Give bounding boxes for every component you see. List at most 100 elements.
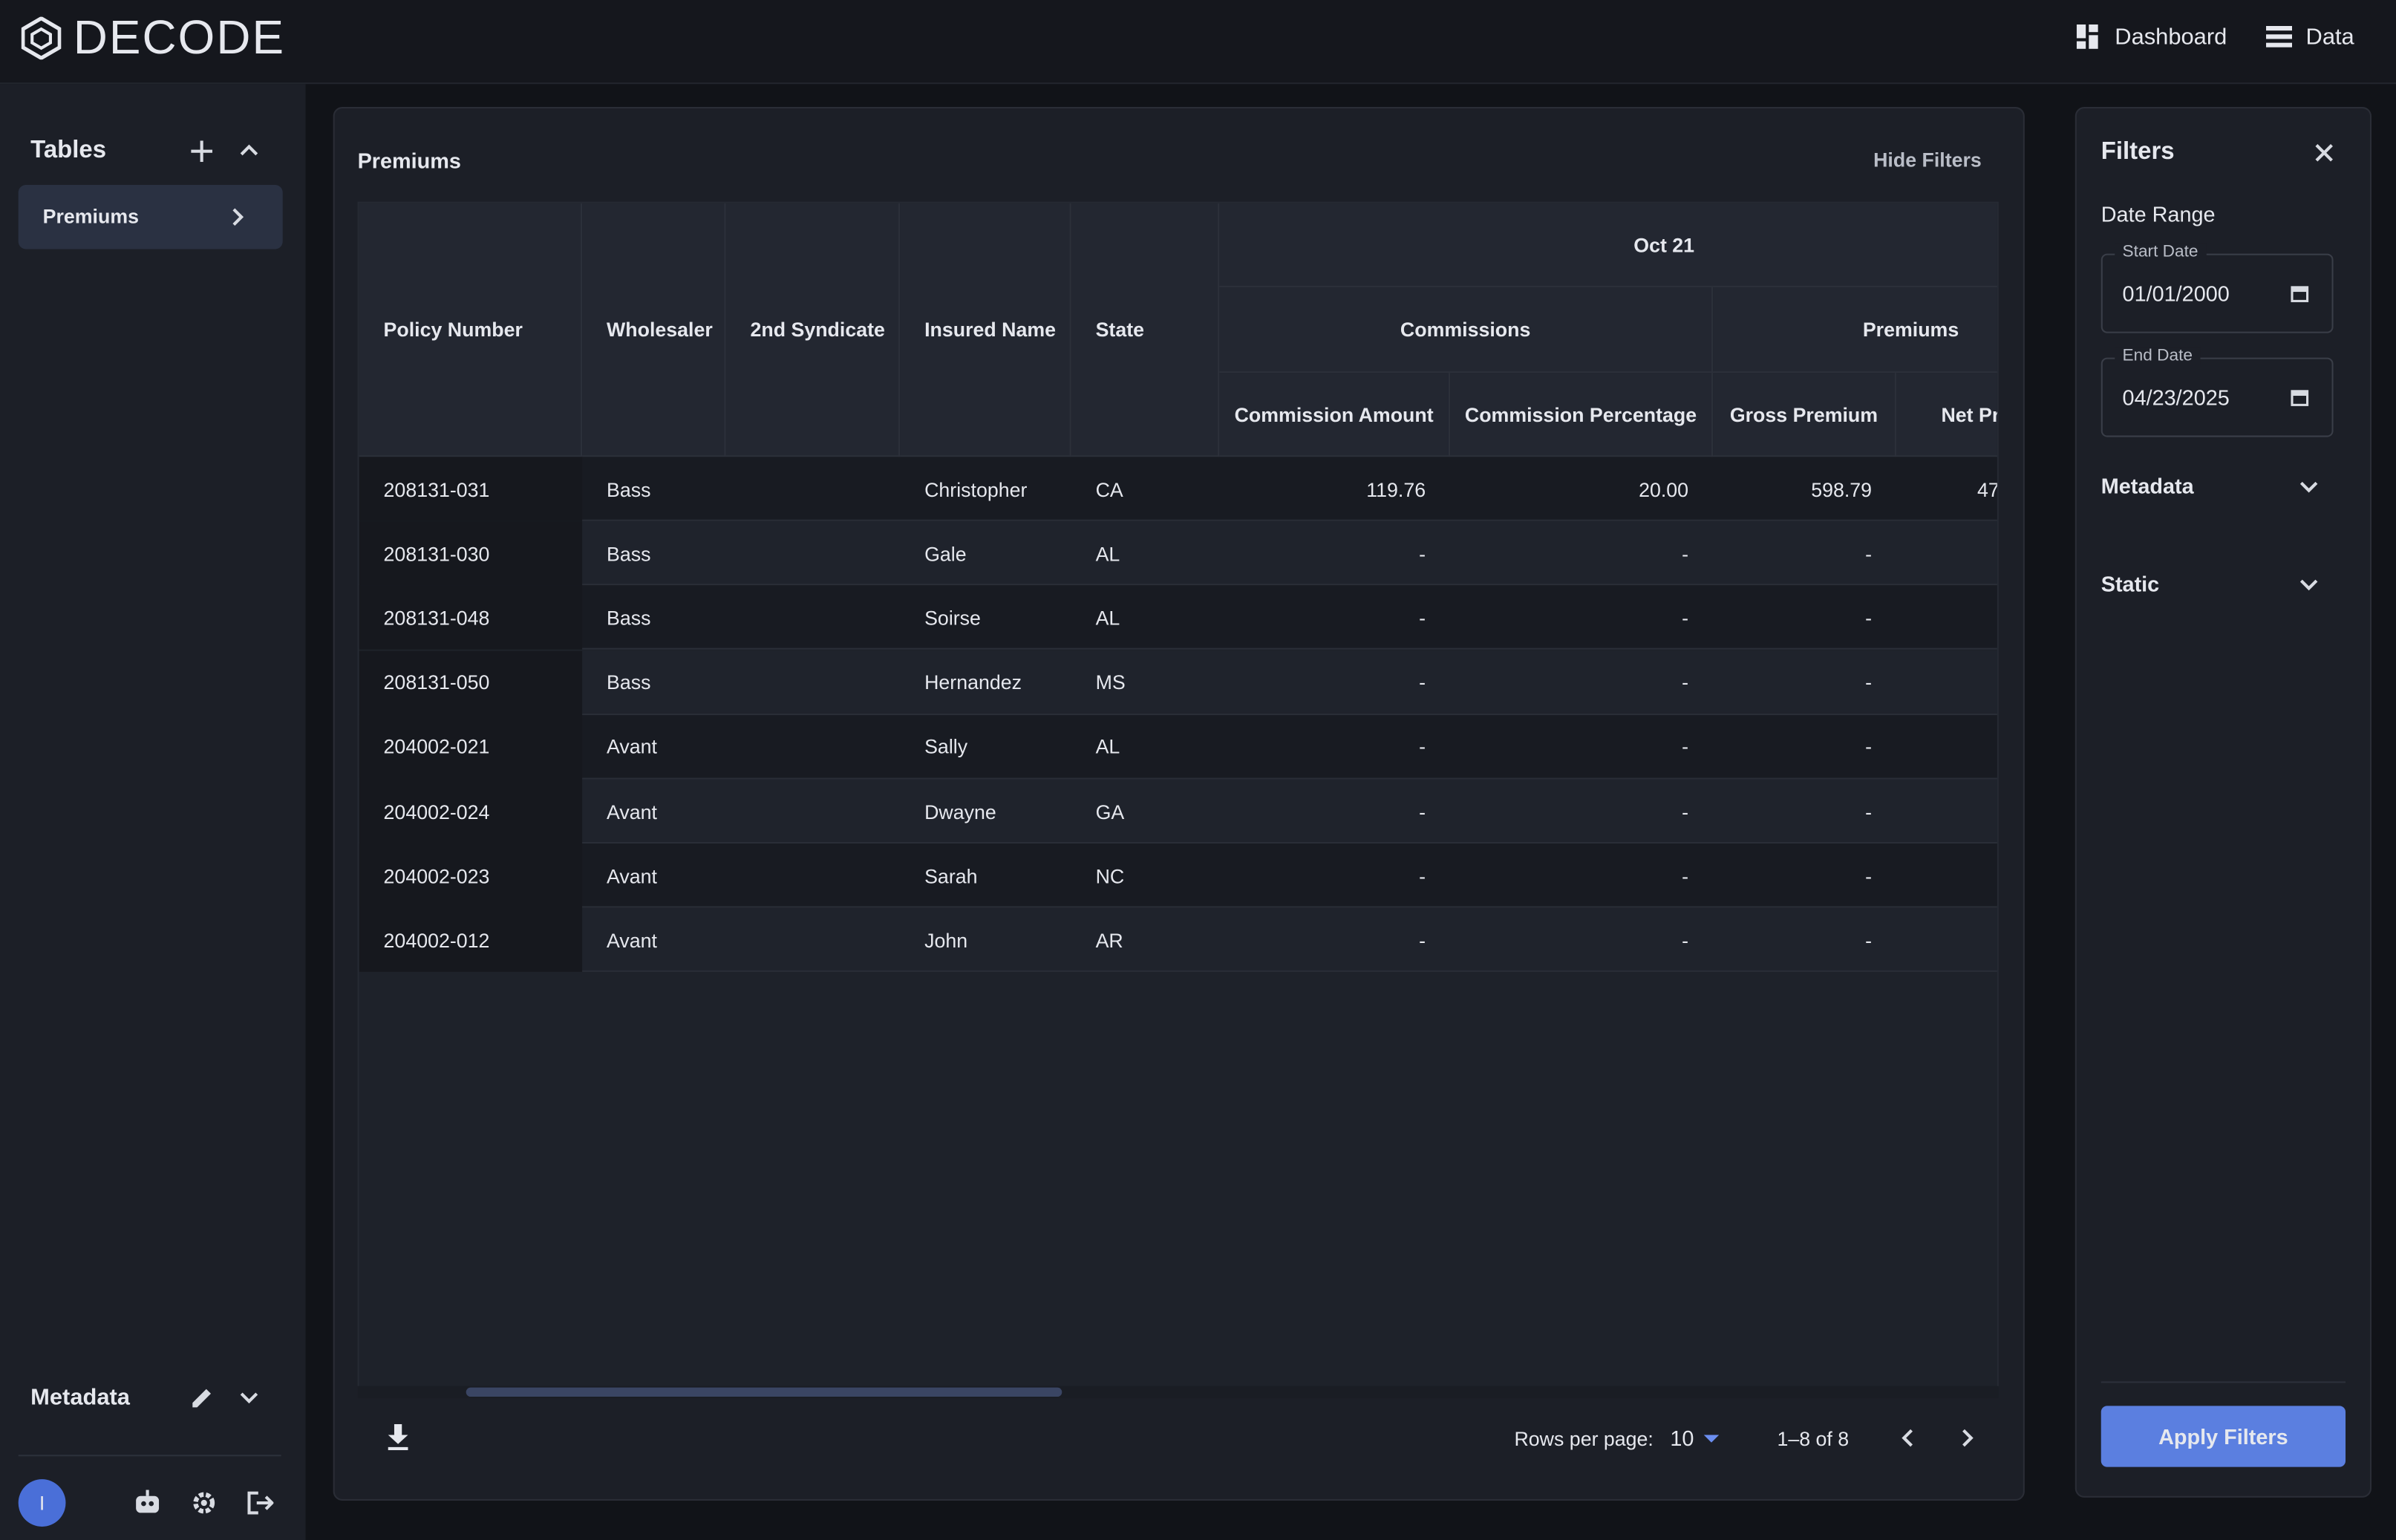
table-cell: AR <box>1071 908 1220 972</box>
column-header: Gross Premium <box>1713 373 1896 457</box>
table-cell: - <box>1713 844 1896 907</box>
table-cell: 20.00 <box>1450 457 1713 521</box>
divider <box>19 1455 281 1456</box>
table-cell: - <box>1450 908 1713 972</box>
next-page[interactable] <box>1962 1429 1974 1447</box>
end-date-label: End Date <box>2115 347 2200 365</box>
table-cell: - <box>1219 908 1450 972</box>
table-cell: - <box>1450 780 1713 844</box>
table-cell <box>726 715 901 779</box>
apply-filters[interactable]: Apply Filters <box>2101 1406 2346 1466</box>
sidebar <box>0 84 306 1540</box>
table-cell: - <box>1450 715 1713 779</box>
calendar-icon[interactable] <box>2291 284 2309 303</box>
table-cell <box>726 650 901 714</box>
table-cell <box>726 586 901 650</box>
data-table: Policy NumberWholesaler2nd SyndicateInsu… <box>358 202 1999 1398</box>
expand-icon[interactable] <box>2299 579 2318 591</box>
table-cell: - <box>1219 521 1450 585</box>
static-section[interactable]: Static <box>2101 572 2159 596</box>
settings-icon[interactable] <box>191 1490 217 1516</box>
calendar-icon[interactable] <box>2291 388 2309 407</box>
nav-data[interactable]: Data <box>2306 25 2354 50</box>
start-date-value[interactable]: 01/01/2000 <box>2123 281 2230 306</box>
table-cell: 119.76 <box>1219 457 1450 521</box>
table-cell: Bass <box>582 586 725 650</box>
table-cell: Bass <box>582 457 725 521</box>
avatar[interactable]: I <box>19 1479 66 1527</box>
column-header: 2nd Syndicate <box>726 203 901 457</box>
expand-icon[interactable] <box>2299 481 2318 493</box>
column-header: Policy Number <box>359 203 582 457</box>
table-cell: Avant <box>582 908 725 972</box>
column-header: Commission Percentage <box>1450 373 1713 457</box>
table-cell: NC <box>1071 844 1220 907</box>
table-item-label[interactable]: Premiums <box>43 205 139 228</box>
table-cell <box>726 521 901 585</box>
table-cell: - <box>1450 586 1713 650</box>
metadata-section[interactable]: Metadata <box>2101 474 2194 498</box>
table-cell: 204002-024 <box>359 780 582 844</box>
hide-filters[interactable]: Hide Filters <box>1873 149 1982 172</box>
rows-per-page[interactable]: 10 <box>1670 1426 1694 1450</box>
table-cell: 204002-012 <box>359 908 582 972</box>
panel-title: Premiums <box>358 149 461 173</box>
start-date-label: Start Date <box>2115 243 2206 261</box>
table-cell: - <box>1450 521 1713 585</box>
table-cell: 598.79 <box>1713 457 1896 521</box>
nav-dashboard[interactable]: Dashboard <box>2115 25 2227 50</box>
table-cell: 204002-023 <box>359 844 582 907</box>
end-date-value[interactable]: 04/23/2025 <box>2123 385 2230 410</box>
column-header: Wholesaler <box>582 203 725 457</box>
table-cell: - <box>1219 780 1450 844</box>
logout-icon[interactable] <box>247 1492 273 1515</box>
table-cell: 208131-030 <box>359 521 582 585</box>
table-cell: AL <box>1071 715 1220 779</box>
add-table[interactable] <box>191 140 212 162</box>
table-cell: Christopher <box>900 457 1071 521</box>
expand-metadata[interactable] <box>240 1392 258 1404</box>
column-header: Insured Name <box>900 203 1071 457</box>
table-cell: Soirse <box>900 586 1071 650</box>
table-cell: GA <box>1071 780 1220 844</box>
logo <box>22 17 62 60</box>
table-cell: - <box>1219 586 1450 650</box>
dropdown-arrow[interactable] <box>1704 1435 1720 1442</box>
edit-metadata[interactable] <box>191 1386 214 1409</box>
table-cell: Bass <box>582 650 725 714</box>
table-cell <box>726 457 901 521</box>
table-cell: Hernandez <box>900 650 1071 714</box>
table-cell: Gale <box>900 521 1071 585</box>
brand: DECODE <box>74 10 285 65</box>
end-date[interactable]: End Date04/23/2025 <box>2101 358 2334 437</box>
table-cell: AL <box>1071 521 1220 585</box>
table-cell: Avant <box>582 780 725 844</box>
metadata-title: Metadata <box>30 1385 130 1411</box>
table-cell: - <box>1219 844 1450 907</box>
group-header: Oct 21 <box>1219 203 1999 287</box>
table-cell: Avant <box>582 844 725 907</box>
table-cell: - <box>1219 650 1450 714</box>
close-filters[interactable] <box>2315 143 2334 162</box>
date-range-label: Date Range <box>2101 202 2216 226</box>
top-bar: DECODE Dashboard Data <box>0 0 2396 84</box>
download-icon[interactable] <box>387 1424 410 1452</box>
chevron <box>232 208 244 226</box>
collapse-tables[interactable] <box>240 143 258 155</box>
table-cell <box>726 780 901 844</box>
start-date[interactable]: Start Date01/01/2000 <box>2101 254 2334 333</box>
table-cell: 208131-031 <box>359 457 582 521</box>
prev-page[interactable] <box>1901 1429 1913 1447</box>
table-cell: Avant <box>582 715 725 779</box>
bot-icon[interactable] <box>134 1490 160 1515</box>
table-cell: - <box>1713 586 1896 650</box>
table-cell: Dwayne <box>900 780 1071 844</box>
table-cell: - <box>1219 715 1450 779</box>
tables-title: Tables <box>30 137 106 165</box>
table-cell: Bass <box>582 521 725 585</box>
table-cell: - <box>1713 715 1896 779</box>
column-header: Net Premium <box>1896 373 1999 457</box>
scroll-thumb[interactable] <box>466 1388 1062 1397</box>
